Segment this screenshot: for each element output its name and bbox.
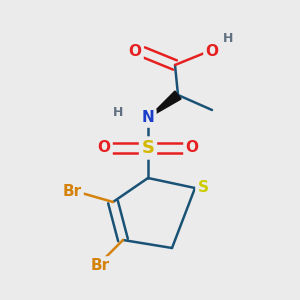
Text: S: S bbox=[142, 139, 154, 157]
Text: O: O bbox=[206, 44, 218, 59]
Text: O: O bbox=[98, 140, 110, 155]
Text: Br: Br bbox=[62, 184, 82, 200]
Text: N: N bbox=[142, 110, 154, 125]
Polygon shape bbox=[148, 91, 181, 118]
Text: O: O bbox=[128, 44, 142, 59]
Text: S: S bbox=[197, 181, 208, 196]
Text: H: H bbox=[223, 32, 233, 44]
Text: O: O bbox=[185, 140, 199, 155]
Text: Br: Br bbox=[90, 259, 110, 274]
Text: H: H bbox=[113, 106, 123, 118]
